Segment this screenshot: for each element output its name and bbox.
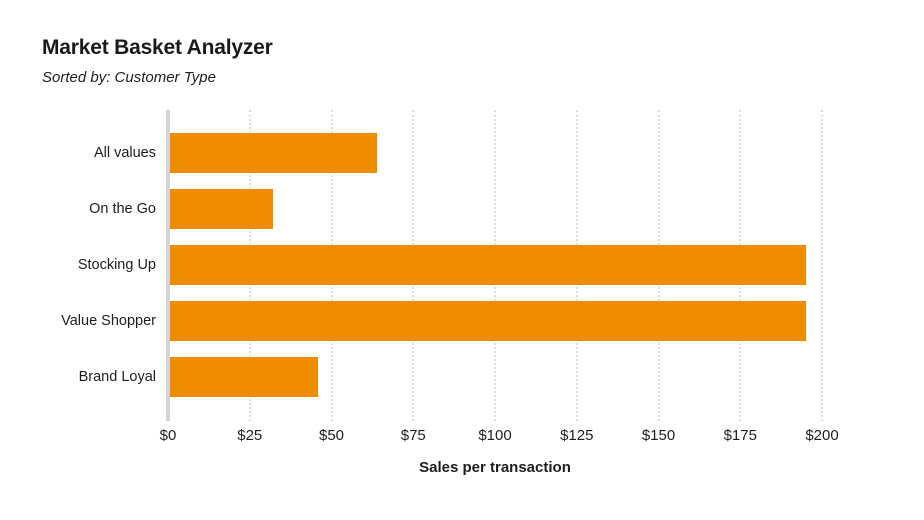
x-tick-label--25: $25: [237, 427, 263, 444]
bar-value-shopper[interactable]: [170, 301, 806, 341]
bar-brand-loyal[interactable]: [170, 357, 319, 397]
chart-header: Market Basket Analyzer Sorted by: Custom…: [42, 36, 273, 86]
category-label-value-shopper: Value Shopper: [61, 313, 156, 329]
bar-on-the-go[interactable]: [170, 189, 273, 229]
gridline-200: [821, 110, 823, 421]
bar-stocking-up[interactable]: [170, 245, 806, 285]
x-tick-label--75: $75: [400, 427, 426, 444]
category-label-stocking-up: Stocking Up: [77, 257, 156, 273]
category-label-all-values: All values: [93, 145, 156, 161]
x-tick-label--0: $0: [159, 427, 177, 444]
sort-by-subtitle: Sorted by: Customer Type: [42, 69, 216, 86]
category-label-on-the-go: On the Go: [89, 201, 156, 217]
x-tick-label--200: $200: [805, 427, 839, 444]
x-tick-label--50: $50: [318, 427, 345, 444]
category-label-brand-loyal: Brand Loyal: [78, 369, 156, 385]
x-tick-label--150: $150: [641, 427, 676, 444]
x-axis-title: Sales per transaction: [419, 459, 571, 476]
page-title: Market Basket Analyzer: [42, 36, 273, 59]
x-tick-label--125: $125: [560, 427, 594, 444]
x-tick-label--100: $100: [478, 427, 512, 444]
x-tick-label--175: $175: [723, 427, 757, 444]
y-axis-line: [166, 110, 170, 421]
bar-all-values[interactable]: [170, 133, 378, 173]
